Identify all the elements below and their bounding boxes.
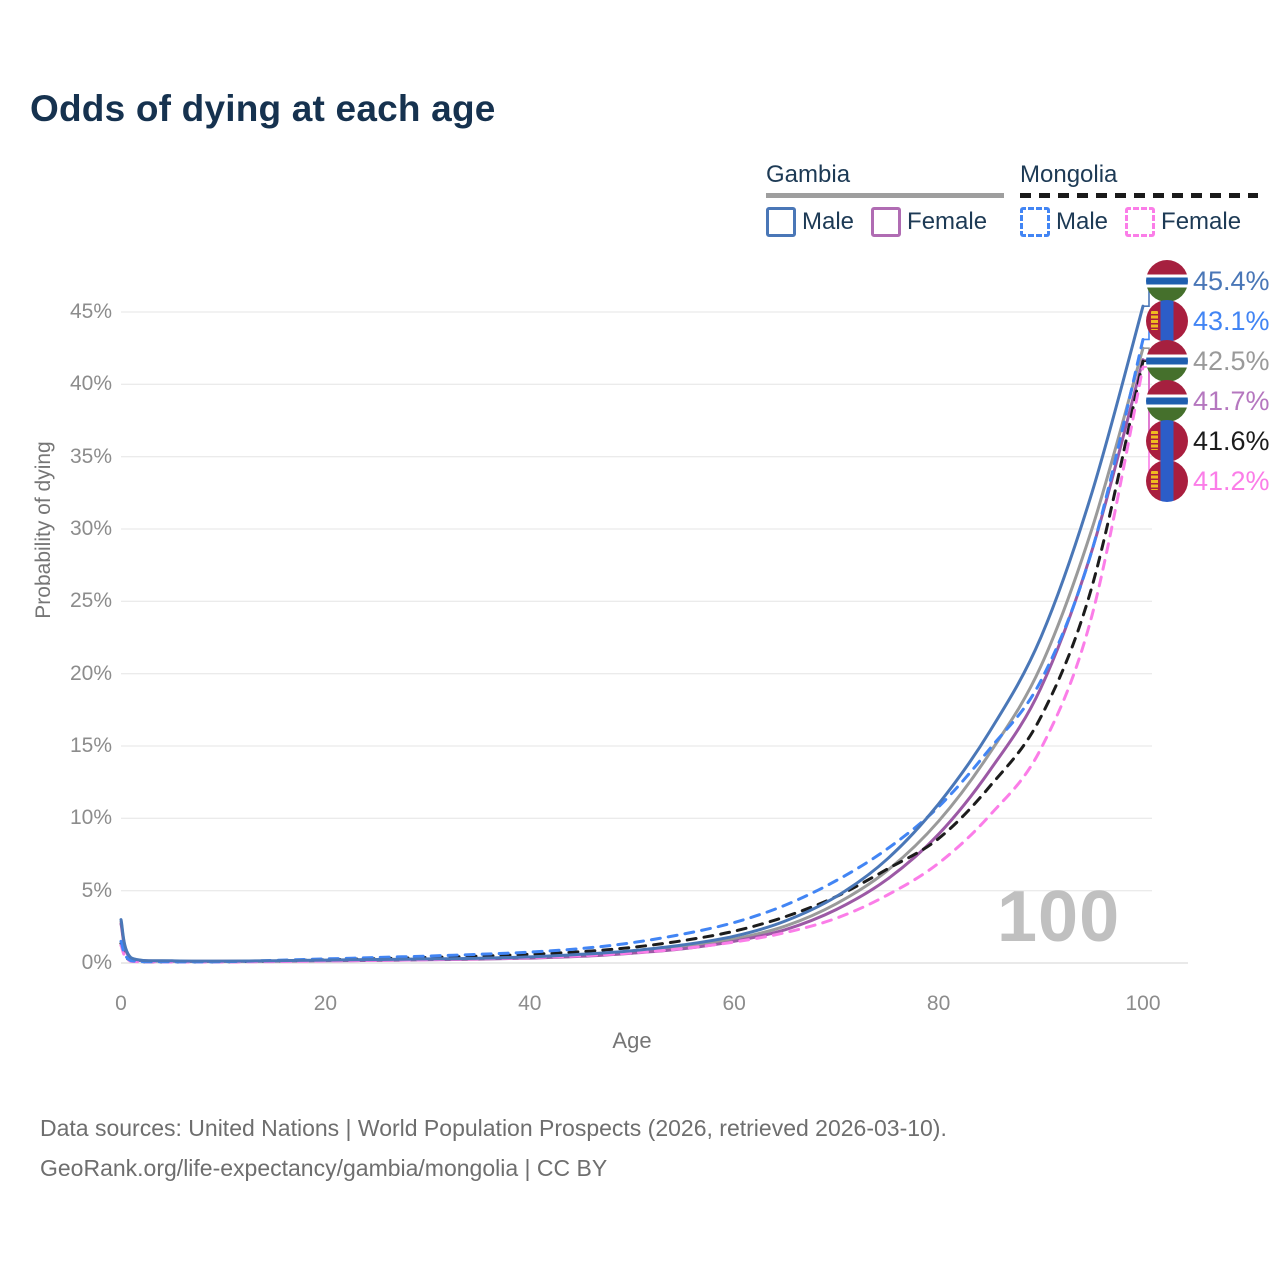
footer: Data sources: United Nations | World Pop… [40,1108,947,1189]
mongolia-flag-icon [1146,460,1188,502]
series-line-mongolia-male [119,338,1145,964]
legend-gambia-male-checkbox[interactable] [766,207,796,238]
y-axis-title: Probability of dying [32,441,55,619]
end-label-value: 43.1% [1193,305,1270,336]
x-tick-40: 40 [518,992,542,1015]
end-label-gambia-female: 41.7% [1146,380,1270,422]
end-label-gambia-all: 42.5% [1146,340,1270,382]
end-label-value: 41.6% [1193,425,1270,456]
y-tick-10%: 10% [69,806,112,830]
end-label-value: 41.2% [1193,465,1270,496]
legend-mongolia-female[interactable]: Female [1125,207,1242,238]
series-line-gambia-all [119,346,1145,963]
legend-mongolia-female-checkbox[interactable] [1125,207,1156,238]
series-line-mongolia-all [119,359,1145,964]
legend-mongolia-male[interactable]: Male [1020,207,1109,238]
age-counter-watermark: 100 [997,877,1121,957]
legend-gambia-male[interactable]: Male [766,207,855,238]
legend-mongolia-male-checkbox[interactable] [1020,207,1050,238]
x-tick-60: 60 [722,992,746,1015]
end-label-mongolia-all: 41.6% [1146,420,1270,462]
legend-mongolia-female-label: Female [1161,208,1242,236]
legend-group-mongolia: Mongolia Male Female [1020,161,1259,238]
page-title: Odds of dying at each age [30,88,496,129]
gambia-flag-icon [1146,380,1188,422]
end-label-value: 45.4% [1193,265,1270,296]
legend-gambia-female-label: Female [907,208,988,236]
legend-mongolia-header[interactable]: Mongolia [1020,161,1118,188]
y-tick-5%: 5% [81,878,112,902]
y-tick-35%: 35% [69,444,112,468]
x-tick-100: 100 [1125,992,1161,1015]
footer-sources: Data sources: United Nations | World Pop… [40,1115,947,1141]
x-tick-0: 0 [115,992,127,1015]
legend-gambia-header[interactable]: Gambia [766,161,851,188]
end-label-value: 42.5% [1193,345,1270,376]
end-label-value: 41.7% [1193,385,1270,416]
legend-gambia-female-checkbox[interactable] [871,207,902,238]
x-axis-title: Age [612,1028,652,1053]
end-label-mongolia-male: 43.1% [1146,300,1270,342]
series-line-gambia-male [119,304,1145,963]
legend-group-gambia: Gambia Male Female [766,161,1005,238]
end-label-gambia-male: 45.4% [1146,260,1270,302]
x-tick-80: 80 [926,992,951,1015]
soyombo-emblem [1151,471,1158,490]
series-line-gambia-female [119,358,1145,963]
y-tick-25%: 25% [69,589,112,613]
soyombo-emblem [1151,311,1158,330]
soyombo-emblem [1151,431,1158,450]
legend-gambia-male-label: Male [802,208,855,236]
y-tick-20%: 20% [69,661,112,685]
x-tick-20: 20 [313,992,338,1015]
legend-gambia-female[interactable]: Female [871,207,988,238]
mongolia-flag-icon [1146,420,1188,462]
y-tick-45%: 45% [69,300,112,323]
footer-url: GeoRank.org/life-expectancy/gambia/mongo… [40,1155,608,1182]
legend-mongolia-male-label: Male [1056,208,1109,236]
end-label-mongolia-female: 41.2% [1146,460,1270,502]
y-tick-0%: 0% [81,951,112,974]
y-tick-15%: 15% [69,734,112,757]
mongolia-flag-icon [1146,300,1188,342]
legend-mongolia-line-sample [1020,193,1259,199]
gambia-flag-icon [1146,260,1188,302]
y-tick-30%: 30% [69,517,112,540]
y-tick-40%: 40% [69,372,112,396]
gambia-flag-icon [1146,340,1188,382]
legend-gambia-line-sample [766,193,1005,199]
